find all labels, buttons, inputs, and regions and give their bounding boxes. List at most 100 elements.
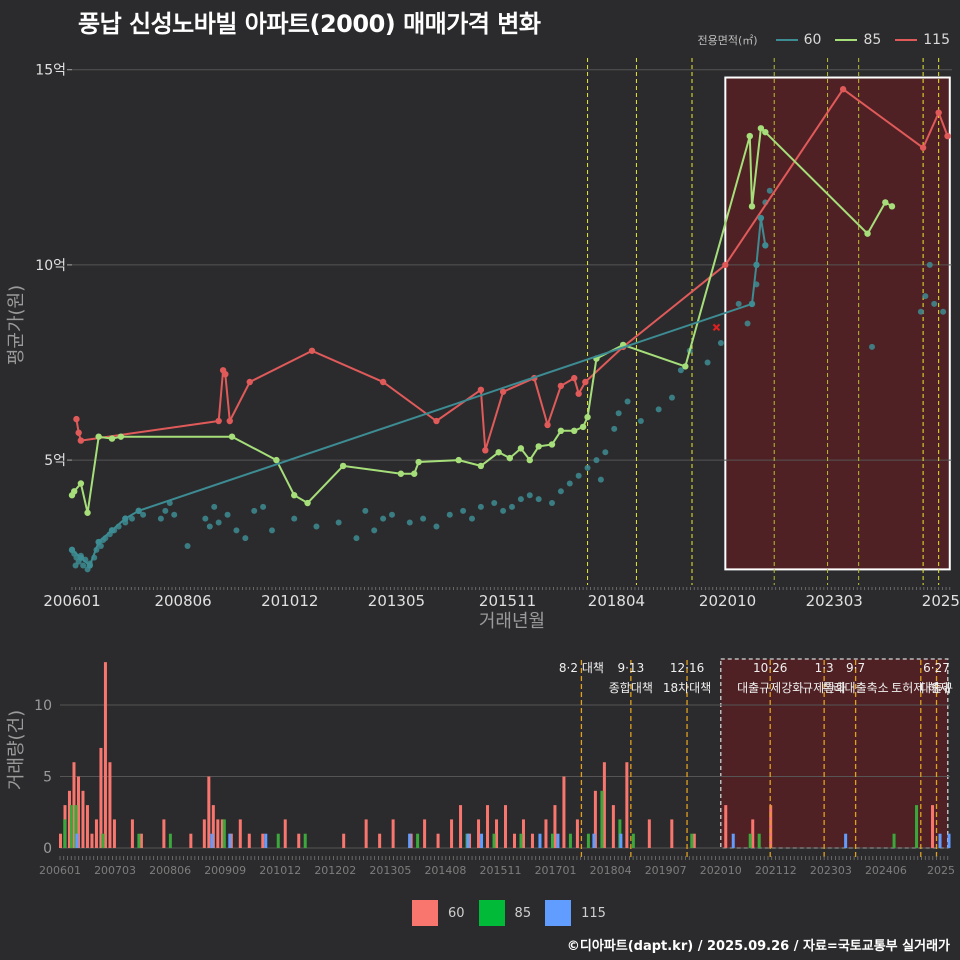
price-xtick-label-4: 201511 xyxy=(479,592,536,610)
point-series-60-0 xyxy=(68,546,76,554)
point-series-115-1 xyxy=(75,429,82,436)
point-series-115-6 xyxy=(226,417,233,425)
policy-date-3: 10·26 xyxy=(753,661,787,675)
bar-85-19 xyxy=(690,833,694,848)
legend-swatch-115 xyxy=(895,39,918,41)
point-60-48 xyxy=(433,523,440,530)
bar-legend-swatch-85 xyxy=(478,900,505,926)
bar-legend-item-60: 60 xyxy=(412,900,465,926)
point-series-115-21 xyxy=(722,261,729,269)
point-60-58 xyxy=(535,496,542,503)
bar-85-13 xyxy=(550,833,554,848)
bar-115-2 xyxy=(228,833,232,848)
highlight-box xyxy=(724,76,951,571)
point-series-85-20 xyxy=(526,456,533,464)
legend-label-115: 115 xyxy=(923,32,950,48)
bar-legend-label-60: 60 xyxy=(448,905,465,921)
point-series-85-35 xyxy=(882,199,889,206)
point-series-85-8 xyxy=(273,456,280,464)
point-series-85-14 xyxy=(415,458,422,466)
price-y-axis-label: 평균가(원) xyxy=(6,285,27,365)
bar-60-36 xyxy=(459,805,463,848)
point-series-115-10 xyxy=(433,417,440,425)
bar-85-7 xyxy=(276,833,280,848)
bar-60-3 xyxy=(72,762,76,848)
source-caption: ©디아파트(dapt.kr) / 2025.09.26 / 자료=국토교통부 실… xyxy=(566,939,950,954)
point-series-85-5 xyxy=(108,435,116,442)
bar-60-58 xyxy=(769,805,773,848)
bar-85-3 xyxy=(101,833,105,848)
point-60-23 xyxy=(157,515,164,522)
point-series-85-9 xyxy=(291,492,298,499)
policy-date-0: 8·2 대책 xyxy=(559,660,604,675)
legend-label-60: 60 xyxy=(803,32,822,48)
policy-name-2: 18차대책 xyxy=(663,680,711,695)
bottom-legend: 60 85 115 xyxy=(412,900,606,926)
bar-85-6 xyxy=(222,819,226,848)
point-60-28 xyxy=(202,515,209,522)
bar-60-44 xyxy=(530,833,534,848)
bar-60-30 xyxy=(378,833,382,848)
volume-ytick-label-1: 5 xyxy=(43,770,52,786)
point-series-85-3 xyxy=(84,509,91,516)
point-series-115-23 xyxy=(919,144,927,151)
volume-y-axis-label: 거래량(건) xyxy=(6,710,27,790)
bar-115-8 xyxy=(556,833,560,848)
policy-date-2: 12·16 xyxy=(670,661,704,675)
bar-60-16 xyxy=(189,833,193,848)
point-series-85-11 xyxy=(339,462,347,470)
point-60-85 xyxy=(926,261,933,268)
volume-chart: 0 5 10 8·2 대책 9·13 종합대책 12·16 18차대책 10·26 대출규제강화 1… xyxy=(34,658,955,877)
bar-60-41 xyxy=(504,805,507,848)
bar-115-13 xyxy=(938,833,942,848)
bar-60-20 xyxy=(216,819,220,848)
bar-115-5 xyxy=(466,833,470,848)
legend-item-115: 115 xyxy=(895,32,950,48)
point-60-42 xyxy=(362,507,369,514)
bar-115-6 xyxy=(480,833,484,848)
point-series-85-29 xyxy=(682,363,689,370)
point-series-85-13 xyxy=(411,470,418,477)
policy-name-1: 종합대책 xyxy=(609,680,653,695)
point-series-85-4 xyxy=(95,433,102,440)
point-60-31 xyxy=(215,519,222,526)
volume-xtick-label-15: 202406 xyxy=(865,864,907,877)
policy-name-6: 토허제 해제 xyxy=(891,681,950,695)
point-60-39 xyxy=(313,523,320,530)
point-60-24 xyxy=(162,507,169,514)
point-60-68 xyxy=(615,410,622,417)
legend-item-85: 85 xyxy=(835,32,881,48)
point-series-85-33 xyxy=(762,128,769,136)
bar-legend-item-115: 115 xyxy=(545,900,606,926)
point-60-78 xyxy=(744,320,751,327)
bar-60-27 xyxy=(297,833,301,848)
bar-60-24 xyxy=(247,833,251,848)
point-60-52 xyxy=(477,503,484,510)
bar-60-53 xyxy=(647,819,651,848)
bar-115-3 xyxy=(264,833,268,848)
point-60-51 xyxy=(469,515,475,522)
point-series-115-22 xyxy=(839,86,847,93)
policy-name-7: 대출규 xyxy=(920,681,953,695)
point-60-70 xyxy=(637,418,644,425)
bar-60-14 xyxy=(139,833,143,848)
policy-name-3: 대출규제강화 xyxy=(737,681,803,695)
point-60-41 xyxy=(353,535,360,542)
bar-115-10 xyxy=(619,833,623,848)
bar-85-22 xyxy=(892,833,896,848)
point-series-115-2 xyxy=(77,437,85,444)
volume-highlight-box xyxy=(720,658,949,849)
bar-60-23 xyxy=(238,819,242,848)
bar-60-38 xyxy=(477,819,481,848)
point-60-59 xyxy=(549,500,555,507)
point-series-85-12 xyxy=(397,470,405,477)
bar-60-2 xyxy=(67,790,71,848)
price-ytick-label-2: 15억 xyxy=(35,63,66,79)
policy-name-4: 규제완화 xyxy=(802,681,846,695)
point-60-32 xyxy=(224,511,231,518)
point-60-87 xyxy=(940,308,947,315)
point-60-73 xyxy=(677,367,684,374)
point-60-56 xyxy=(517,496,524,503)
policy-date-7: 6·27 xyxy=(923,661,950,675)
